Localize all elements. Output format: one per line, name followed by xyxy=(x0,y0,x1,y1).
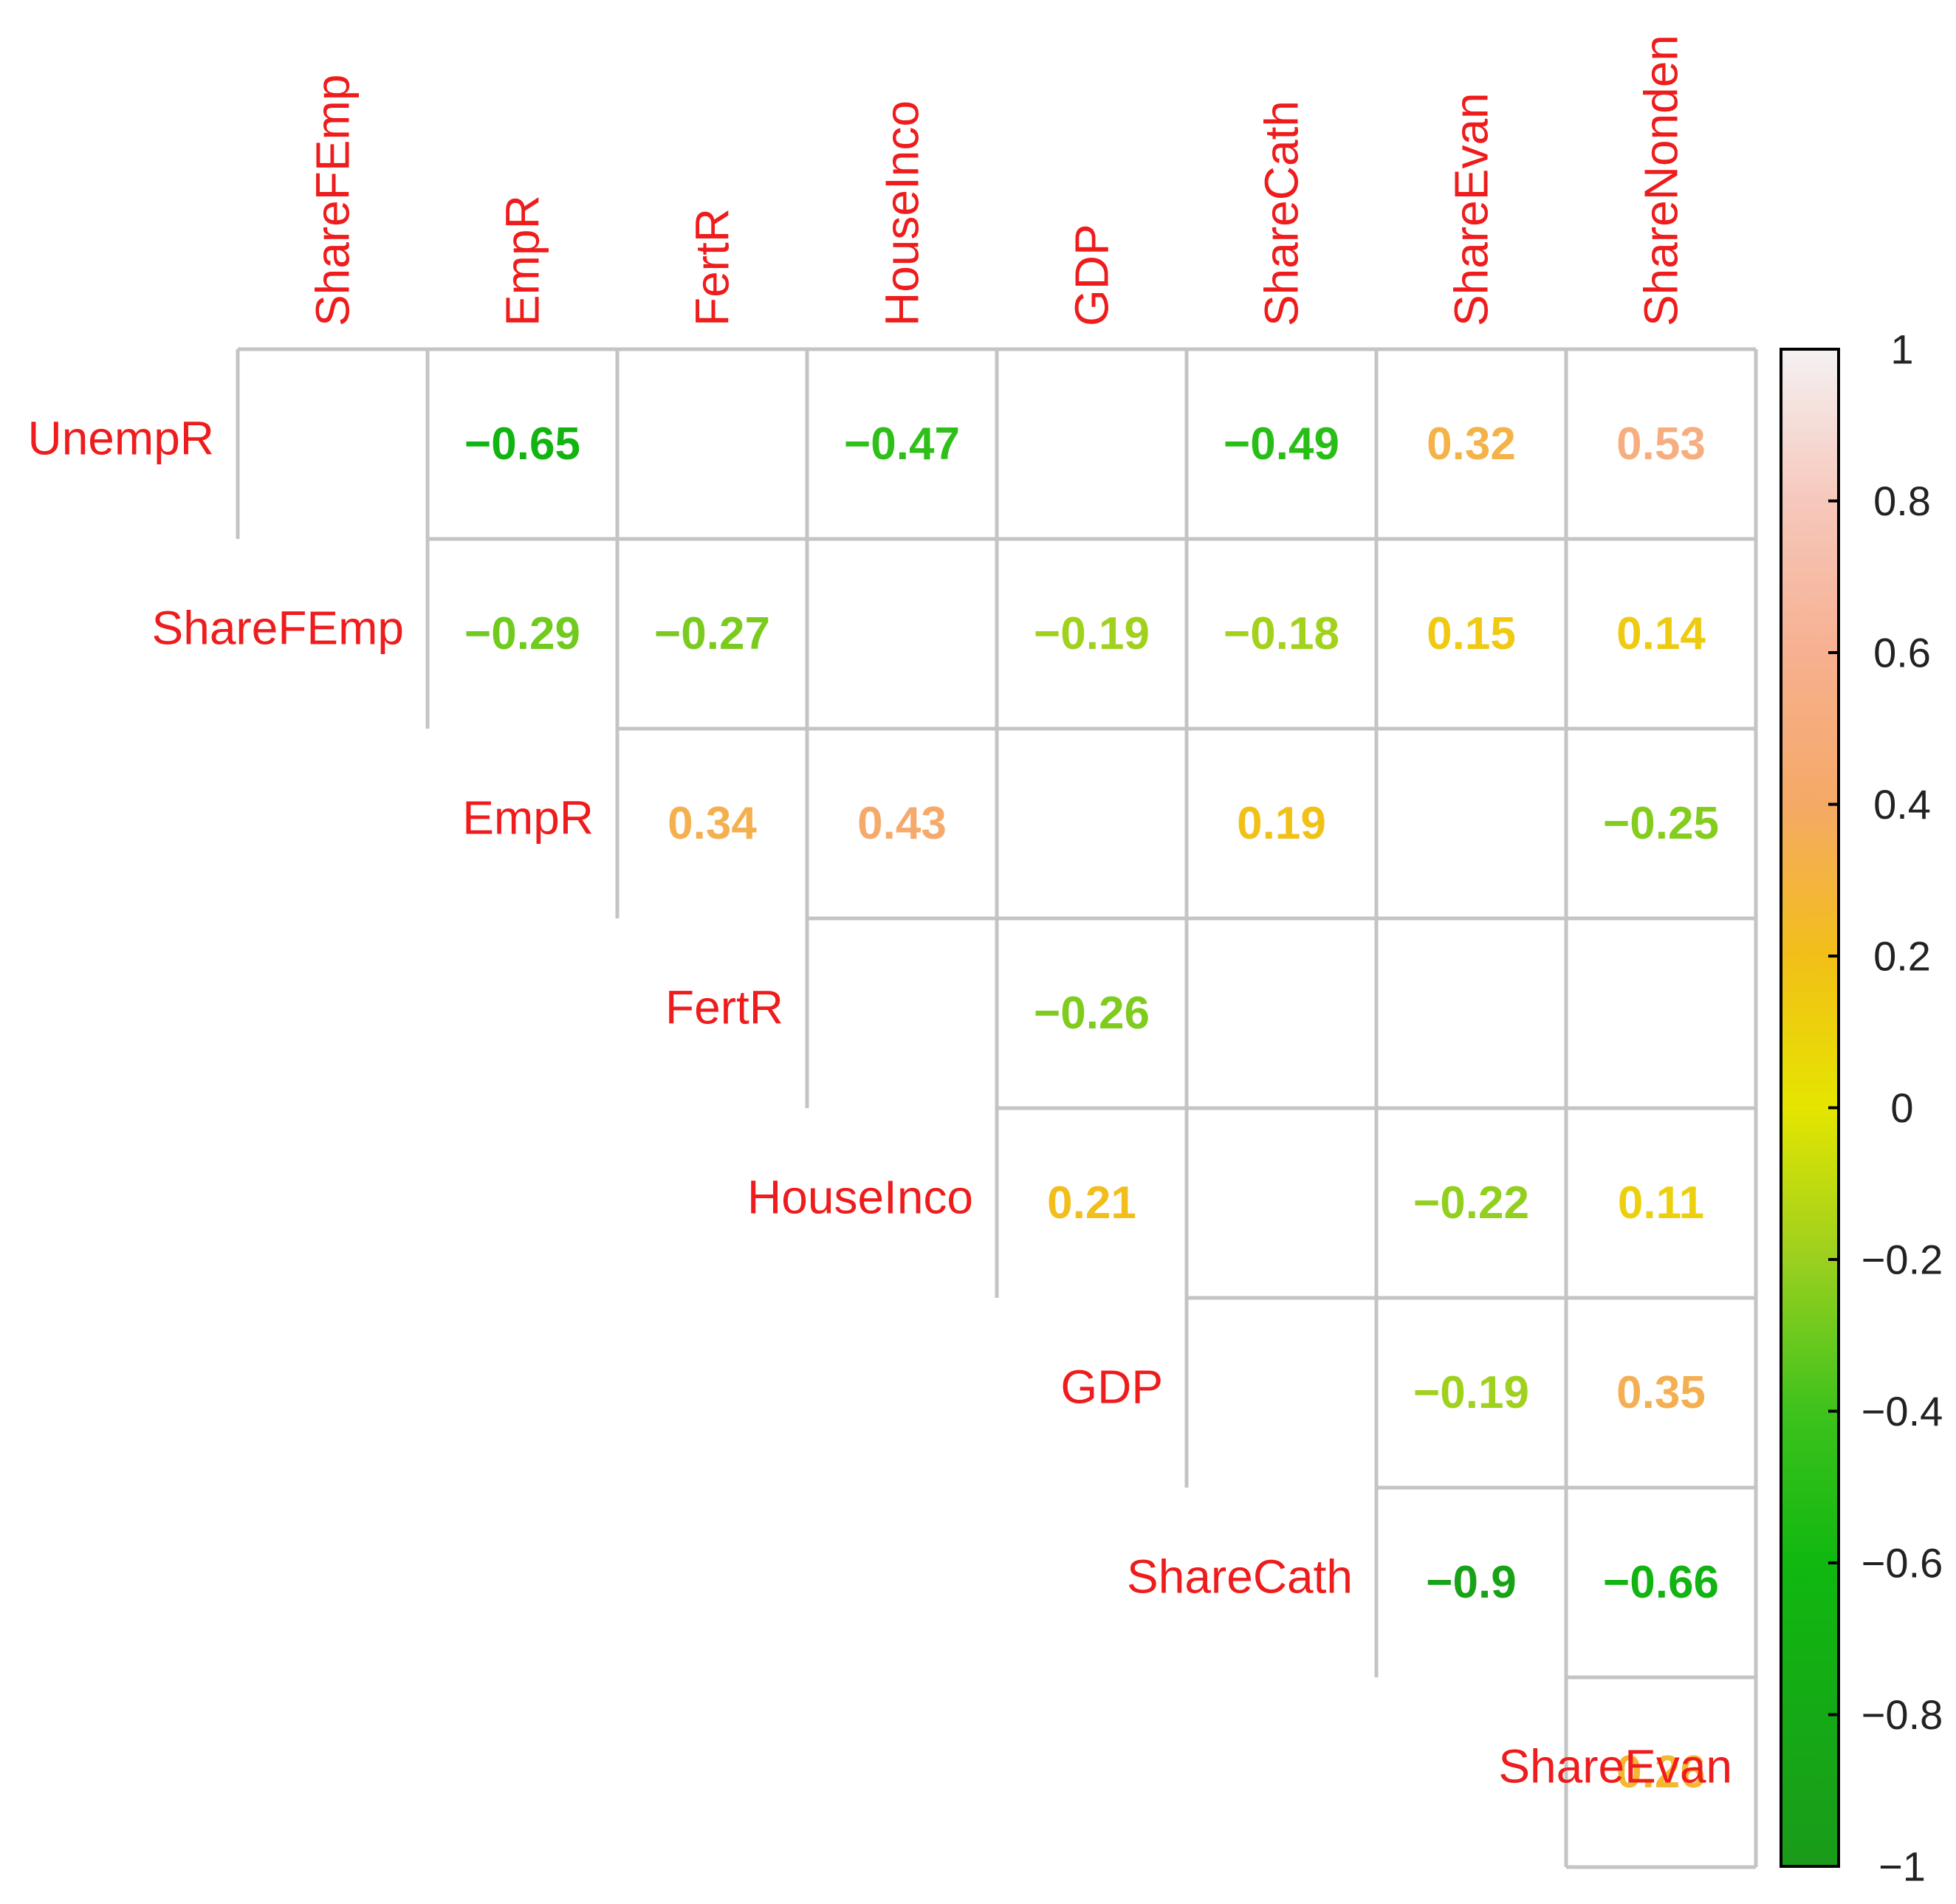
column-label: ShareCath xyxy=(1255,100,1308,326)
cell-value: 0.53 xyxy=(1616,419,1706,470)
colorbar-tick-label: −0.8 xyxy=(1861,1691,1943,1738)
colorbar-tick-label: 0.4 xyxy=(1873,781,1931,828)
column-labels: ShareFEmp EmpR FertR HouseInco GDP ShareCath S… xyxy=(306,35,1688,326)
cell-value: 0.26 xyxy=(1616,1747,1706,1798)
cell-value: 0.11 xyxy=(1618,1178,1704,1228)
row-label: FertR xyxy=(665,981,783,1034)
colorbar-tick-label: −0.2 xyxy=(1861,1237,1943,1283)
cell-value: −0.19 xyxy=(1413,1367,1529,1418)
column-label: ShareEvan xyxy=(1445,92,1498,326)
cell-value: 0.19 xyxy=(1237,798,1326,849)
colorbar-tick-label: 0.2 xyxy=(1873,933,1931,980)
cell-value: 0.35 xyxy=(1616,1367,1706,1418)
row-labels: UnempR ShareFEmp EmpR FertR HouseInco GDP Shar… xyxy=(27,412,1732,1793)
colorbar-tick-label: 0 xyxy=(1890,1085,1913,1131)
colorbar-tick-label: 0.6 xyxy=(1873,630,1931,676)
column-label: ShareNonden xyxy=(1635,35,1688,326)
cell-value: −0.49 xyxy=(1224,419,1339,470)
colorbar-tick-label: 0.8 xyxy=(1873,478,1931,524)
colorbar: 1 0.8 0.6 0.4 0.2 0 −0.2 −0.4 −0.6 −0.8 −1 xyxy=(1780,326,1943,1890)
row-label: GDP xyxy=(1060,1361,1163,1414)
row-label: ShareCath xyxy=(1127,1550,1353,1604)
cell-value: −0.25 xyxy=(1603,798,1719,849)
matrix-grid xyxy=(236,347,1758,1869)
column-label: EmpR xyxy=(496,195,549,326)
colorbar-tick-label: −0.4 xyxy=(1861,1388,1943,1434)
cell-value: 0.21 xyxy=(1047,1178,1136,1228)
cell-value: −0.27 xyxy=(654,608,770,659)
row-label: UnempR xyxy=(27,412,214,465)
column-label: ShareFEmp xyxy=(306,75,360,326)
cell-value: 0.32 xyxy=(1427,419,1516,470)
cell-value: 0.14 xyxy=(1616,608,1706,659)
cell-value: −0.9 xyxy=(1426,1557,1516,1608)
cell-value: 0.34 xyxy=(668,798,757,849)
colorbar-tick-label: 1 xyxy=(1890,326,1913,373)
row-label: ShareEvan xyxy=(1498,1740,1732,1793)
cell-value: −0.18 xyxy=(1224,608,1339,659)
cell-value: −0.19 xyxy=(1034,608,1150,659)
cell-values: −0.65 −0.47 −0.49 0.32 0.53 −0.29 −0.27 −0.19 −0… xyxy=(464,419,1719,1798)
row-label: EmpR xyxy=(462,791,594,845)
cell-value: −0.66 xyxy=(1603,1557,1719,1608)
cell-value: −0.65 xyxy=(464,419,580,470)
cell-value: −0.47 xyxy=(844,419,960,470)
colorbar-tick-label: −0.6 xyxy=(1861,1540,1943,1587)
row-label: ShareFEmp xyxy=(152,602,404,655)
cell-value: −0.22 xyxy=(1413,1178,1529,1228)
colorbar-tick-label: −1 xyxy=(1878,1843,1926,1890)
column-label: GDP xyxy=(1065,224,1119,326)
row-label: HouseInco xyxy=(747,1171,973,1224)
column-label: FertR xyxy=(686,208,739,326)
column-label: HouseInco xyxy=(876,100,929,326)
cell-value: −0.26 xyxy=(1034,988,1150,1039)
cell-value: 0.43 xyxy=(857,798,947,849)
cell-value: −0.29 xyxy=(464,608,580,659)
cell-value: 0.15 xyxy=(1427,608,1516,659)
